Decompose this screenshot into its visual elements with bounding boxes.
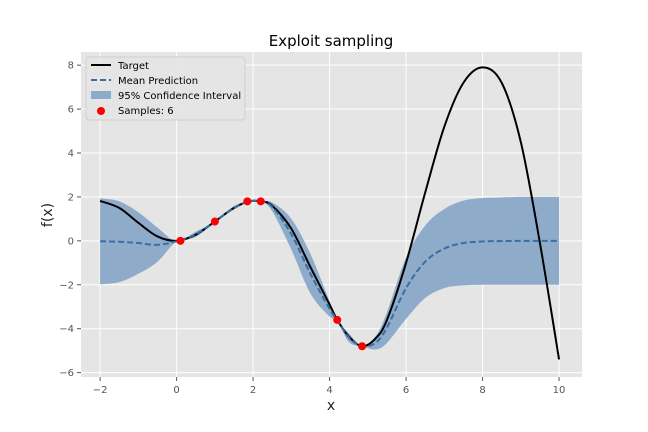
legend-samples-label: Samples: 6 <box>118 106 174 117</box>
y-tick-label: 6 <box>68 105 74 116</box>
x-axis-label: x <box>327 398 335 414</box>
y-tick-label: −4 <box>59 324 74 335</box>
legend-mean-label: Mean Prediction <box>118 76 198 87</box>
axis-ticks: −2 0 2 4 6 8 10 −6 −4 −2 0 2 4 6 8 <box>59 61 565 396</box>
y-tick-label: 0 <box>68 236 74 247</box>
x-tick-label: 2 <box>250 385 256 396</box>
legend-samples-swatch <box>97 107 105 115</box>
chart-title: Exploit sampling <box>269 32 394 50</box>
legend-ci-label: 95% Confidence Interval <box>118 91 241 102</box>
confidence-interval-band <box>100 196 560 350</box>
x-tick-label: 4 <box>326 385 332 396</box>
x-tick-label: −2 <box>93 385 108 396</box>
x-tick-label: 0 <box>173 385 179 396</box>
legend-box <box>85 56 246 121</box>
sample-points <box>176 197 367 351</box>
x-tick-label: 10 <box>553 385 566 396</box>
y-tick-label: −6 <box>59 368 74 379</box>
legend-ci-swatch <box>91 91 111 99</box>
sample-point <box>358 342 367 351</box>
sample-point <box>333 315 342 324</box>
y-axis-label: f(x) <box>40 203 56 227</box>
y-tick-label: 2 <box>68 192 74 203</box>
x-tick-label: 8 <box>479 385 485 396</box>
mean-prediction-line <box>100 199 560 348</box>
y-tick-label: −2 <box>59 280 74 291</box>
y-tick-label: 8 <box>68 61 74 72</box>
confidence-interval-area <box>100 196 560 350</box>
sample-point <box>243 197 252 206</box>
legend: Target Mean Prediction 95% Confidence In… <box>85 56 246 121</box>
x-tick-label: 6 <box>403 385 409 396</box>
sample-point <box>176 236 185 245</box>
sample-point <box>210 217 219 226</box>
sample-point <box>256 197 265 206</box>
legend-target-label: Target <box>117 61 149 72</box>
y-tick-label: 4 <box>68 149 74 160</box>
